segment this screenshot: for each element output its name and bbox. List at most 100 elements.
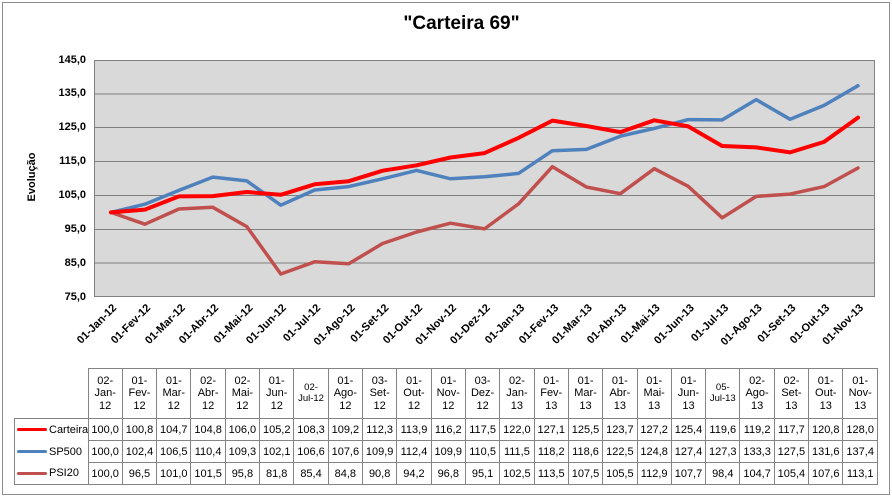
plot-border bbox=[94, 60, 875, 297]
table-header-cell: 02- Jul-12 bbox=[293, 368, 329, 419]
table-header-cell: 01- Jun- 13 bbox=[670, 368, 707, 419]
table-header-cell: 01- Out- 13 bbox=[808, 368, 844, 419]
legend-line-swatch bbox=[17, 471, 47, 475]
table-header-cell: 02- Abr- 12 bbox=[190, 368, 226, 419]
table-value-cell: 118,2 bbox=[533, 440, 569, 463]
chart-title: "Carteira 69" bbox=[403, 13, 520, 34]
table-header-cell: 02- Jan- 13 bbox=[499, 368, 535, 419]
table-value-cell: 105,2 bbox=[259, 418, 295, 441]
table-value-cell: 127,1 bbox=[533, 418, 569, 441]
table-corner-cell bbox=[15, 369, 89, 419]
table-value-cell: 96,8 bbox=[430, 462, 466, 485]
table-value-cell: 101,5 bbox=[190, 462, 226, 485]
table-value-cell: 107,6 bbox=[327, 440, 364, 463]
table-value-cell: 127,2 bbox=[636, 418, 672, 441]
table-value-cell: 102,4 bbox=[121, 440, 158, 463]
table-value-cell: 123,7 bbox=[602, 418, 638, 441]
table-row: Carteira 100,0 100,8 104,7 104,8 106,0 105,2 10… bbox=[14, 418, 878, 441]
table-header-cell: 02- Set- 13 bbox=[773, 368, 810, 419]
series-line-carteira bbox=[109, 115, 860, 215]
legend-series-name: PSI20 bbox=[49, 467, 79, 480]
legend-series-name: Carteira bbox=[49, 423, 88, 436]
legend-line-swatch bbox=[17, 428, 47, 432]
table-header-cell: 01- Nov- 13 bbox=[842, 368, 878, 419]
table-value-cell: 127,5 bbox=[773, 440, 810, 463]
y-tick-label: 115,0 bbox=[59, 155, 86, 168]
y-tick-label: 125,0 bbox=[58, 121, 86, 134]
table-value-cell: 109,2 bbox=[327, 418, 364, 441]
series-line-psi20 bbox=[109, 164, 860, 276]
table-value-cell: 120,8 bbox=[808, 418, 844, 441]
y-tick-label: 145,0 bbox=[58, 53, 86, 66]
series-line-sp500 bbox=[109, 83, 860, 215]
table-value-cell: 109,3 bbox=[224, 440, 261, 463]
legend-entry: SP500 bbox=[15, 446, 87, 458]
y-tick-label: 95,0 bbox=[64, 222, 86, 235]
table-value-cell: 100,0 bbox=[87, 462, 123, 485]
legend-entry: Carteira bbox=[15, 423, 88, 436]
y-tick-label: 75,0 bbox=[64, 290, 86, 303]
table-value-cell: 111,5 bbox=[499, 440, 535, 463]
data-table-body: Carteira 100,0 100,8 104,7 104,8 106,0 105,2 10… bbox=[14, 418, 878, 485]
legend-cell: SP500 bbox=[14, 440, 89, 463]
table-header-cell: 01- Mar- 13 bbox=[567, 368, 604, 419]
table-value-cell: 106,6 bbox=[293, 440, 329, 463]
table-value-cell: 112,4 bbox=[396, 440, 432, 463]
table-value-cell: 119,2 bbox=[739, 418, 775, 441]
legend-cell: Carteira bbox=[14, 418, 89, 441]
table-header-cell: 02- Ago- 13 bbox=[739, 368, 775, 419]
table-value-cell: 133,3 bbox=[739, 440, 775, 463]
table-value-cell: 85,4 bbox=[293, 462, 329, 485]
table-value-cell: 102,5 bbox=[499, 462, 535, 485]
table-header-cell: 01- Fev- 13 bbox=[533, 368, 569, 419]
table-value-cell: 108,3 bbox=[293, 418, 329, 441]
table-value-cell: 124,8 bbox=[636, 440, 672, 463]
table-value-cell: 127,3 bbox=[705, 440, 741, 463]
legend-cell: PSI20 bbox=[14, 462, 89, 485]
table-value-cell: 113,5 bbox=[533, 462, 569, 485]
table-value-cell: 96,5 bbox=[121, 462, 158, 485]
table-value-cell: 109,9 bbox=[430, 440, 466, 463]
table-value-cell: 101,0 bbox=[156, 462, 192, 485]
table-header-cell: 03- Dez- 12 bbox=[464, 368, 501, 419]
y-tick-label: 105,0 bbox=[58, 188, 86, 201]
data-table-header: 02- Jan- 12 01- Fev- 12 01- Mar- 12 02- Abr… bbox=[15, 368, 878, 419]
table-value-cell: 112,9 bbox=[636, 462, 672, 485]
legend-entry: PSI20 bbox=[15, 467, 87, 480]
table-value-cell: 117,7 bbox=[773, 418, 810, 441]
table-value-cell: 113,1 bbox=[842, 462, 878, 485]
table-value-cell: 98,4 bbox=[705, 462, 741, 485]
y-tick-label: 135,0 bbox=[58, 87, 86, 100]
table-value-cell: 104,8 bbox=[190, 418, 226, 441]
table-value-cell: 100,8 bbox=[121, 418, 158, 441]
table-header-cell: 01- Out- 12 bbox=[396, 368, 432, 419]
table-value-cell: 110,4 bbox=[190, 440, 226, 463]
table-value-cell: 105,4 bbox=[773, 462, 810, 485]
table-value-cell: 100,0 bbox=[87, 418, 123, 441]
table-header-cell: 01- Mai- 13 bbox=[636, 368, 672, 419]
table-value-cell: 81,8 bbox=[259, 462, 295, 485]
table-row: SP500 100,0 102,4 106,5 110,4 109,3 102,1 106,6… bbox=[14, 440, 878, 463]
table-value-cell: 84,8 bbox=[327, 462, 364, 485]
table-value-cell: 125,5 bbox=[567, 418, 604, 441]
table-value-cell: 100,0 bbox=[87, 440, 123, 463]
table-header-cell: 01- Abr- 13 bbox=[602, 368, 638, 419]
table-value-cell: 117,5 bbox=[464, 418, 501, 441]
table-value-cell: 104,7 bbox=[156, 418, 192, 441]
table-value-cell: 137,4 bbox=[842, 440, 878, 463]
table-value-cell: 104,7 bbox=[739, 462, 775, 485]
table-value-cell: 105,5 bbox=[602, 462, 638, 485]
table-header-cell: 02- Mai- 12 bbox=[224, 368, 261, 419]
table-value-cell: 128,0 bbox=[842, 418, 878, 441]
table-value-cell: 94,2 bbox=[396, 462, 432, 485]
table-header-cell: 05- Jul-13 bbox=[705, 368, 741, 419]
table-value-cell: 106,0 bbox=[224, 418, 261, 441]
table-value-cell: 95,8 bbox=[224, 462, 261, 485]
table-value-cell: 110,5 bbox=[464, 440, 501, 463]
table-value-cell: 125,4 bbox=[670, 418, 707, 441]
table-value-cell: 119,6 bbox=[705, 418, 741, 441]
table-value-cell: 118,6 bbox=[567, 440, 604, 463]
table-value-cell: 112,3 bbox=[361, 418, 398, 441]
table-value-cell: 122,5 bbox=[602, 440, 638, 463]
